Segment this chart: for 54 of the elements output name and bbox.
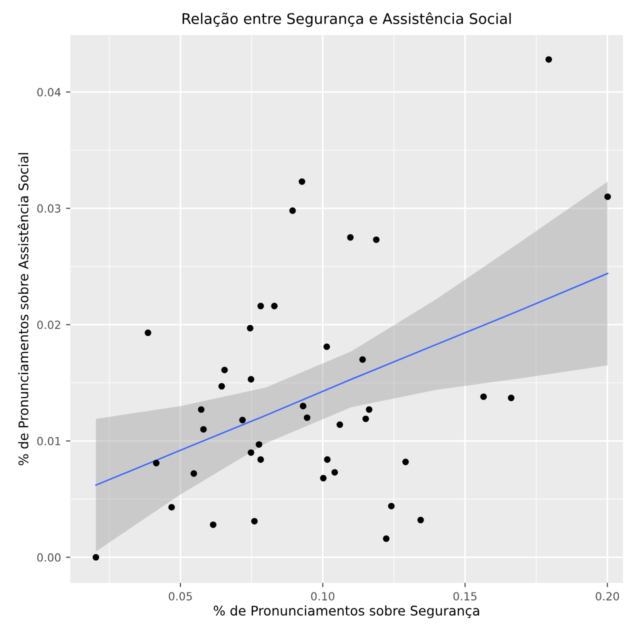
x-tick-label: 0.20 (596, 592, 620, 600)
point (210, 521, 216, 528)
point (190, 470, 198, 477)
point (248, 449, 254, 456)
point (218, 383, 225, 390)
point (289, 207, 296, 214)
point (239, 416, 246, 424)
y-tick-label: 0.00 (37, 553, 61, 562)
point (298, 178, 306, 185)
point (417, 516, 424, 524)
chart-title: Relação entre Segurança e Assistência Social (182, 12, 511, 27)
y-axis-title: % de Pronunciamentos sobre Assistência Social (18, 153, 28, 466)
point (256, 441, 262, 448)
point (366, 406, 372, 413)
y-tick-label: 0.01 (37, 436, 60, 446)
point (168, 504, 175, 511)
point (604, 193, 611, 200)
point (221, 366, 228, 374)
y-tick-label: 0.04 (37, 88, 61, 96)
point (480, 394, 487, 400)
point (152, 460, 160, 466)
point (200, 426, 207, 433)
x-tick-label: 0.15 (453, 592, 476, 600)
point (257, 302, 264, 310)
x-axis-title: % de Pronunciamentos sobre Segurança (214, 605, 480, 618)
point (359, 356, 366, 363)
point (331, 469, 338, 476)
point (271, 302, 278, 310)
point (347, 234, 354, 241)
point (300, 402, 306, 410)
point (373, 236, 380, 243)
point (323, 343, 330, 350)
y-tick-label: 0.02 (37, 320, 60, 330)
point (324, 456, 331, 463)
point (336, 421, 344, 428)
point (508, 394, 514, 402)
point (92, 554, 100, 561)
point (382, 535, 390, 542)
point (402, 458, 409, 466)
y-tick-label: 0.03 (37, 204, 60, 213)
point (545, 56, 552, 63)
point (251, 518, 258, 524)
point (304, 414, 310, 421)
x-tick-label: 0.05 (168, 592, 192, 600)
point (320, 474, 327, 482)
point (388, 502, 395, 510)
line-series (95, 272, 608, 486)
point (144, 330, 152, 336)
x-tick-label: 0.10 (311, 592, 334, 600)
point (198, 406, 204, 413)
point (248, 376, 254, 383)
point (257, 456, 264, 463)
point (246, 324, 254, 332)
point (362, 416, 369, 422)
